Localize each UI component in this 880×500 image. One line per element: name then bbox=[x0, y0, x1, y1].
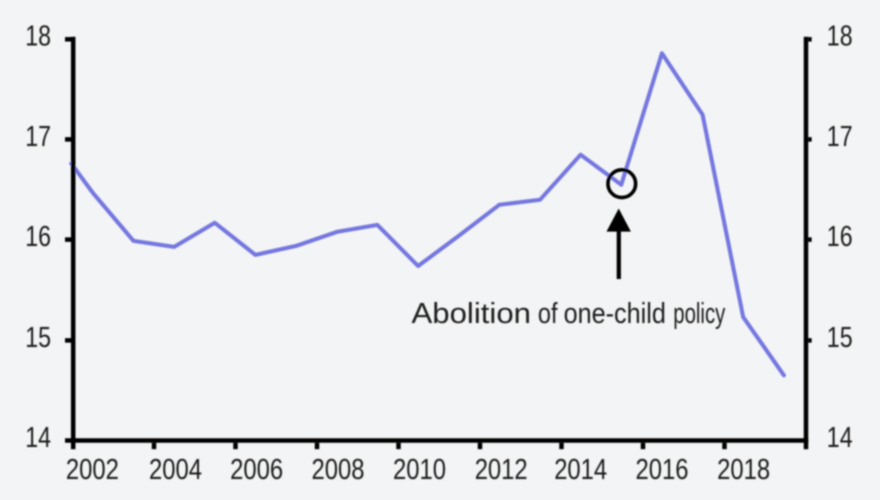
svg-text:2016: 2016 bbox=[636, 454, 689, 486]
svg-text:one-child: one-child bbox=[564, 298, 666, 330]
svg-text:2018: 2018 bbox=[717, 454, 770, 486]
svg-text:18: 18 bbox=[25, 21, 51, 53]
svg-text:17: 17 bbox=[25, 121, 51, 153]
svg-text:2010: 2010 bbox=[393, 454, 446, 486]
svg-text:17: 17 bbox=[827, 121, 853, 153]
svg-text:16: 16 bbox=[827, 221, 853, 253]
svg-text:15: 15 bbox=[827, 322, 853, 354]
svg-text:14: 14 bbox=[827, 422, 853, 454]
svg-text:2004: 2004 bbox=[149, 454, 202, 486]
svg-text:policy: policy bbox=[673, 298, 725, 330]
svg-text:2014: 2014 bbox=[554, 454, 607, 486]
svg-text:16: 16 bbox=[25, 221, 51, 253]
svg-text:Abolition: Abolition bbox=[412, 298, 532, 330]
svg-text:of: of bbox=[538, 298, 558, 330]
svg-text:14: 14 bbox=[25, 422, 51, 454]
svg-text:2002: 2002 bbox=[66, 454, 119, 486]
svg-text:15: 15 bbox=[25, 322, 51, 354]
svg-text:2006: 2006 bbox=[230, 454, 283, 486]
svg-text:2012: 2012 bbox=[475, 454, 528, 486]
svg-text:18: 18 bbox=[827, 21, 853, 53]
svg-text:2008: 2008 bbox=[312, 454, 365, 486]
